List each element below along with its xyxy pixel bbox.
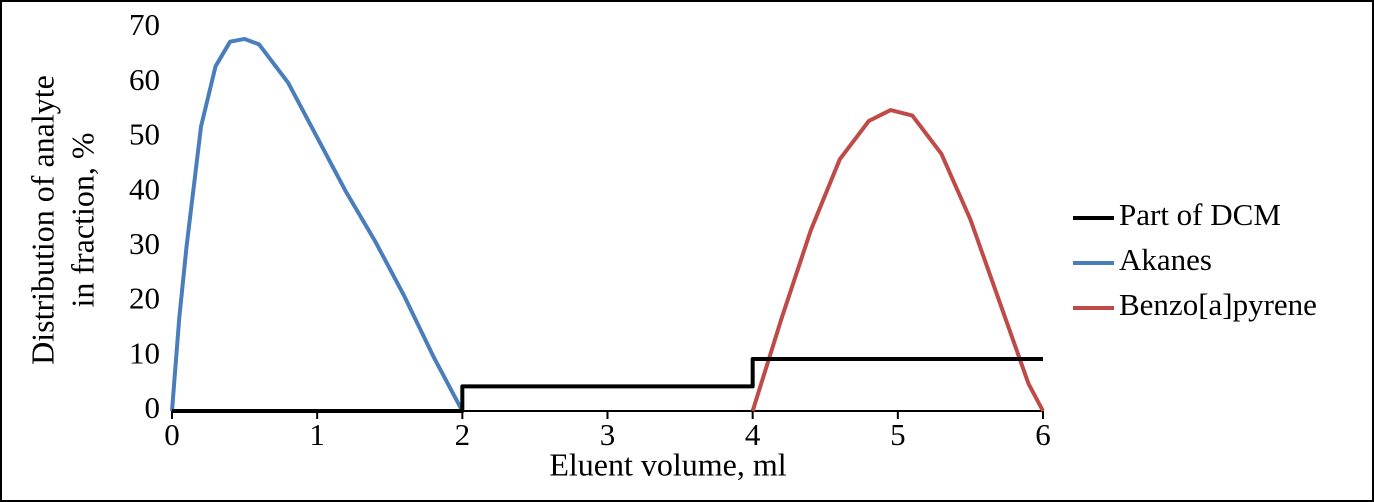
y-axis-title: Distribution of analyte <box>24 75 60 365</box>
x-tick-label: 0 <box>164 417 180 452</box>
x-tick-label: 6 <box>1035 417 1051 452</box>
series-line <box>750 108 1045 412</box>
legend-label: Part of DCM <box>1119 197 1281 232</box>
y-axis-title: in fraction, % <box>64 132 100 307</box>
x-axis-title: Eluent volume, ml <box>549 446 786 482</box>
y-tick-label: 0 <box>145 390 161 425</box>
y-tick-label: 10 <box>129 335 160 370</box>
y-tick-label: 30 <box>129 226 160 261</box>
y-tick-label: 20 <box>129 281 160 316</box>
x-tick-label: 3 <box>600 417 616 452</box>
y-tick-label: 60 <box>129 62 160 97</box>
x-tick-label: 5 <box>890 417 906 452</box>
legend-label: Akanes <box>1119 242 1212 277</box>
series-line <box>170 36 465 412</box>
series-line <box>172 357 1043 413</box>
x-tick-label: 1 <box>309 417 325 452</box>
y-tick-label: 40 <box>129 171 160 206</box>
x-tick-label: 2 <box>455 417 471 452</box>
x-tick-label: 4 <box>745 417 761 452</box>
y-tick-label: 70 <box>129 7 160 42</box>
y-tick-label: 50 <box>129 117 160 152</box>
legend-label: Benzo[a]pyrene <box>1119 287 1317 322</box>
